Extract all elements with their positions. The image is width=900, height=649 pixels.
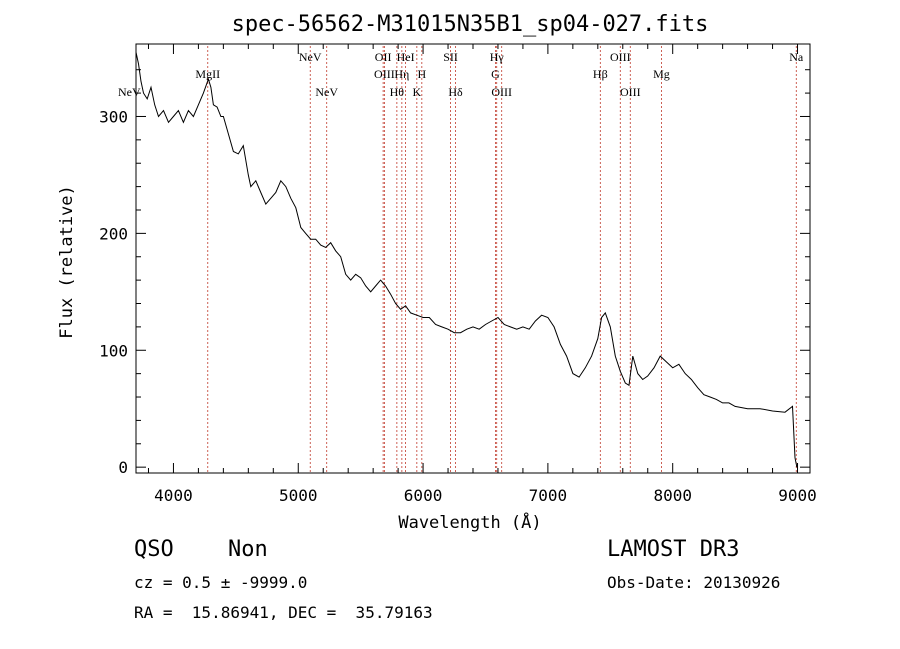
axis-ticks: 4000 5000 6000 7000 8000 9000 0 100 200 300 bbox=[99, 44, 817, 505]
x-tick-label: 4000 bbox=[154, 486, 193, 505]
chart-title: spec-56562-M31015N35B1_sp04-027.fits bbox=[232, 12, 709, 37]
line-label: NeV bbox=[315, 85, 338, 99]
x-tick-label: 8000 bbox=[653, 486, 692, 505]
object-subclass: Non bbox=[228, 537, 268, 562]
y-axis-label: Flux (relative) bbox=[57, 185, 77, 339]
survey-name: LAMOST DR3 bbox=[607, 537, 740, 562]
line-label: NeV bbox=[118, 85, 141, 99]
line-label: K bbox=[412, 85, 421, 99]
x-tick-label: 5000 bbox=[279, 486, 318, 505]
line-label: MgII bbox=[195, 67, 220, 81]
emission-line-markers bbox=[207, 46, 797, 473]
line-label: Hγ bbox=[490, 50, 505, 64]
y-tick-label: 0 bbox=[118, 458, 128, 477]
line-label: OIII bbox=[374, 67, 395, 81]
x-axis-label: Wavelength (Å) bbox=[398, 511, 541, 533]
plot-frame bbox=[135, 43, 811, 474]
line-label: G bbox=[491, 67, 500, 81]
redshift-line: cz = 0.5 ± -9999.0 bbox=[134, 573, 308, 592]
line-label: Hδ bbox=[448, 85, 463, 99]
radec-line: RA = 15.86941, DEC = 35.79163 bbox=[134, 603, 433, 622]
line-label: Hθ bbox=[390, 85, 405, 99]
line-labels: NeV MgII NeV NeV OII OIII Hθ HeI Hη HK SII Hδ Hγ G OII… bbox=[118, 50, 804, 99]
line-label: Na bbox=[789, 50, 804, 64]
spectrum-series bbox=[135, 52, 798, 468]
y-tick-label: 300 bbox=[99, 107, 128, 126]
x-tick-label: 9000 bbox=[778, 486, 817, 505]
y-tick-label: 100 bbox=[99, 341, 128, 360]
line-label: Mg bbox=[653, 67, 670, 81]
x-tick-label: 7000 bbox=[529, 486, 568, 505]
line-label: Hη bbox=[394, 67, 409, 81]
object-class: QSO bbox=[134, 537, 174, 562]
line-label: OIII bbox=[491, 85, 512, 99]
line-label: HeI bbox=[397, 50, 415, 64]
line-label: Hβ bbox=[593, 67, 608, 81]
line-label: OIII bbox=[610, 50, 631, 64]
line-label: NeV bbox=[299, 50, 322, 64]
spectrum-line bbox=[135, 52, 798, 468]
line-label: OII bbox=[375, 50, 392, 64]
y-tick-label: 200 bbox=[99, 224, 128, 243]
x-tick-label: 6000 bbox=[404, 486, 443, 505]
line-label: SII bbox=[443, 50, 458, 64]
line-label: H bbox=[417, 67, 426, 81]
obs-date: Obs-Date: 20130926 bbox=[607, 573, 781, 592]
line-label: OIII bbox=[620, 85, 641, 99]
